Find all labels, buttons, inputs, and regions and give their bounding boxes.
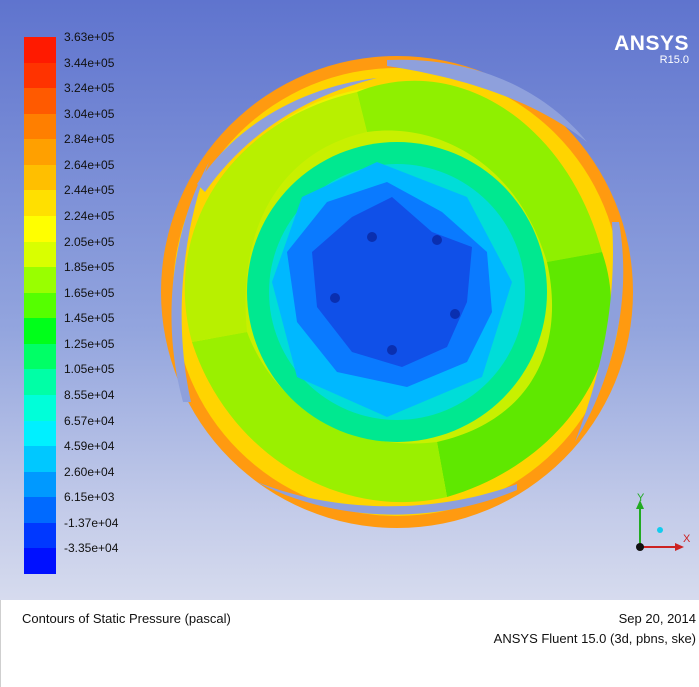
ansys-brand: ANSYS R15.0 (614, 32, 689, 66)
origin-dot (636, 543, 644, 551)
legend-swatch (24, 343, 56, 370)
blade-passages (184, 80, 612, 503)
legend-label: 3.63e+05 (64, 30, 115, 44)
legend-swatch (24, 292, 56, 319)
legend-swatch (24, 62, 56, 89)
legend-swatch (24, 267, 56, 294)
legend-label: 3.44e+05 (64, 55, 115, 70)
x-axis-label: X (683, 533, 691, 545)
legend-swatch (24, 139, 56, 166)
legend-label: 2.24e+05 (64, 209, 115, 223)
legend-label: 1.45e+05 (64, 311, 115, 326)
z-axis-dot (657, 527, 663, 533)
solver-info: ANSYS Fluent 15.0 (3d, pbns, ske) (493, 631, 696, 646)
legend-label: 2.64e+05 (64, 157, 115, 172)
legend-swatch (24, 216, 56, 243)
legend-label: -1.37e+04 (64, 515, 119, 530)
legend-label: 1.65e+05 (64, 285, 115, 300)
blade-gaps (171, 59, 624, 515)
legend-swatch (24, 241, 56, 268)
legend-label: 1.05e+05 (64, 362, 115, 377)
legend-swatch (24, 88, 56, 115)
legend-swatch (24, 548, 56, 575)
legend-label: 6.15e+03 (64, 490, 115, 505)
legend-label: 1.85e+05 (64, 260, 115, 275)
legend-swatch (24, 113, 56, 140)
brand-release: R15.0 (659, 54, 689, 66)
legend-label: 1.25e+05 (64, 336, 115, 351)
legend-label: 6.57e+04 (64, 413, 115, 428)
pressure-contour-rotor (161, 56, 633, 528)
legend-label: 2.84e+05 (64, 132, 115, 147)
legend-label: -3.35e+04 (64, 541, 119, 556)
hub-core (312, 197, 472, 367)
plot-title: Contours of Static Pressure (pascal) (22, 611, 231, 626)
plot-footer (0, 600, 699, 687)
legend-swatch (24, 37, 56, 64)
legend-swatch (24, 190, 56, 217)
legend-label: 3.04e+05 (64, 106, 115, 121)
legend-label: 8.55e+04 (64, 388, 115, 402)
legend-swatch (24, 471, 56, 498)
legend-swatch (24, 446, 56, 473)
axis-triad: Y X (636, 492, 691, 551)
legend-swatch (24, 318, 56, 345)
legend-swatch (24, 164, 56, 191)
legend-label: 2.44e+05 (64, 183, 115, 198)
legend-swatch (24, 369, 56, 396)
legend-swatch (24, 522, 56, 549)
legend-label: 2.60e+04 (64, 464, 115, 479)
graphics-viewport[interactable]: 3.63e+05 3.44e+05 3.24e+05 3.04e+05 2.84e+05… (0, 0, 699, 600)
legend-swatch (24, 497, 56, 524)
plot-date: Sep 20, 2014 (618, 611, 696, 626)
brand-name: ANSYS (614, 32, 689, 55)
legend-label: 3.24e+05 (64, 81, 115, 96)
legend-swatch (24, 395, 56, 422)
color-legend-bar (24, 37, 56, 575)
legend-swatch (24, 420, 56, 447)
legend-label: 2.05e+05 (64, 234, 115, 249)
y-axis-label: Y (637, 492, 645, 504)
legend-label: 4.59e+04 (64, 439, 115, 454)
